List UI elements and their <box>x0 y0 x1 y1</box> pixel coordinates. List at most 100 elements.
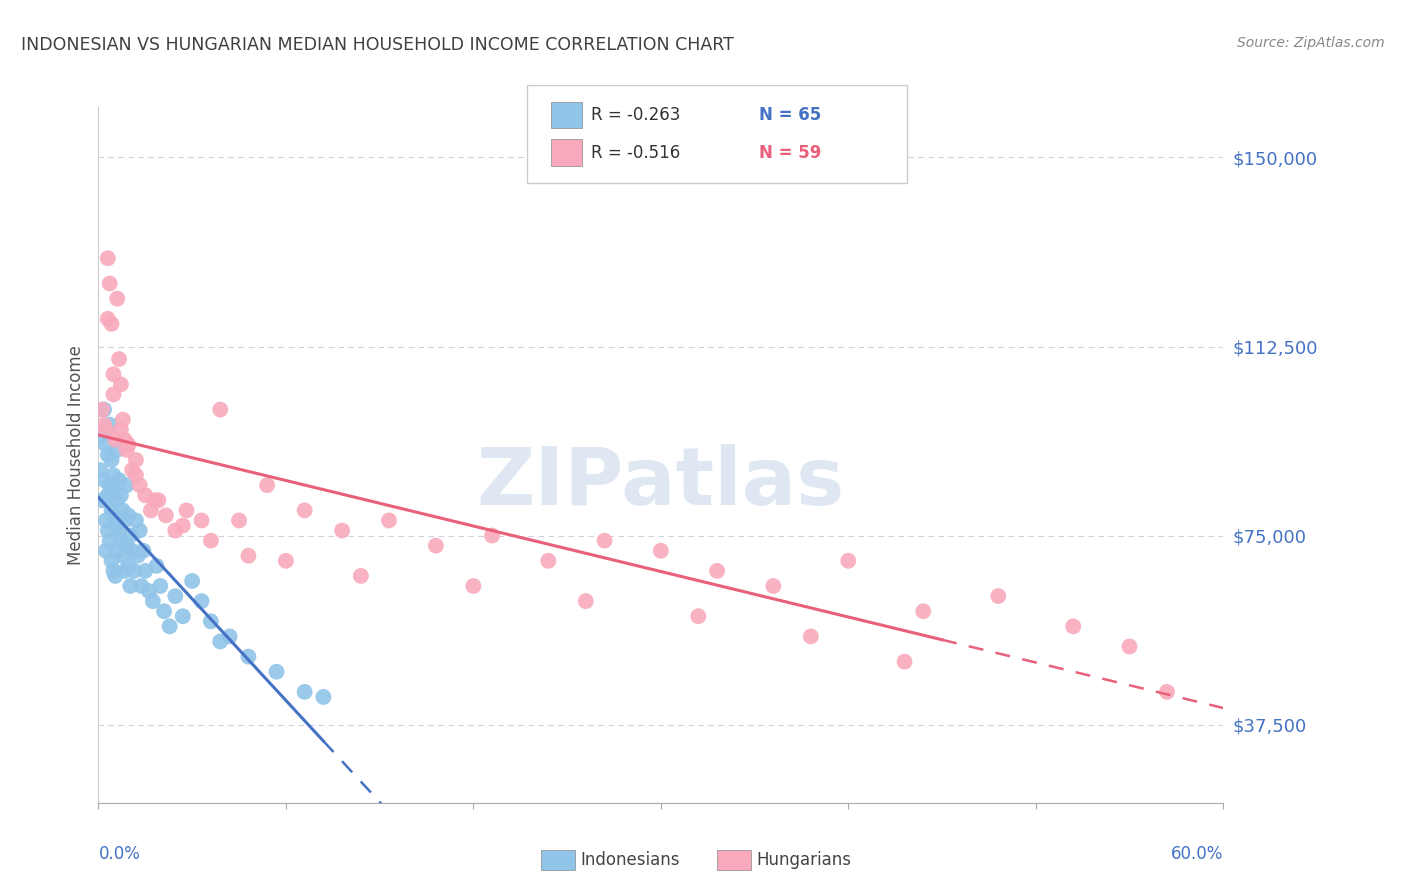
Point <box>104 518 127 533</box>
Point <box>111 412 134 426</box>
Point <box>98 417 121 432</box>
Point <box>350 569 373 583</box>
Point <box>172 518 194 533</box>
Point <box>120 579 142 593</box>
Point <box>110 377 132 392</box>
Text: N = 59: N = 59 <box>759 144 821 161</box>
Point <box>912 604 935 618</box>
Point <box>103 468 125 483</box>
Point <box>97 524 120 538</box>
Point <box>266 665 288 679</box>
Point <box>537 554 560 568</box>
Point <box>650 543 672 558</box>
Point <box>1062 619 1084 633</box>
Point <box>108 524 131 538</box>
Point <box>172 609 194 624</box>
Point <box>155 508 177 523</box>
Point <box>114 564 136 578</box>
Point <box>108 352 131 367</box>
Point <box>274 554 297 568</box>
Point <box>294 685 316 699</box>
Point <box>893 655 915 669</box>
Point <box>105 292 128 306</box>
Point <box>425 539 447 553</box>
Point <box>100 554 122 568</box>
Point <box>134 488 156 502</box>
Point <box>94 423 117 437</box>
Point <box>238 549 260 563</box>
Point <box>378 513 401 527</box>
Point <box>93 402 115 417</box>
Point <box>209 634 232 648</box>
Point <box>100 453 122 467</box>
Point <box>111 549 134 563</box>
Point <box>159 619 181 633</box>
Point <box>132 543 155 558</box>
Point <box>1118 640 1140 654</box>
Point <box>148 493 170 508</box>
Point <box>218 629 240 643</box>
Point <box>149 579 172 593</box>
Point <box>312 690 335 704</box>
Point <box>128 478 150 492</box>
Point <box>190 513 212 527</box>
Point <box>200 615 222 629</box>
Point <box>98 277 121 291</box>
Point <box>128 524 150 538</box>
Point <box>837 554 859 568</box>
Point <box>117 438 139 452</box>
Text: Source: ZipAtlas.com: Source: ZipAtlas.com <box>1237 36 1385 50</box>
Point <box>463 579 485 593</box>
Point <box>97 252 120 266</box>
Point <box>575 594 598 608</box>
Point <box>110 488 132 502</box>
Point <box>103 564 125 578</box>
Point <box>200 533 222 548</box>
Text: 0.0%: 0.0% <box>98 845 141 863</box>
Point <box>125 513 148 527</box>
Point <box>165 524 187 538</box>
Point <box>294 503 316 517</box>
Point <box>209 402 232 417</box>
Point <box>103 508 125 523</box>
Point <box>145 558 167 573</box>
Point <box>100 317 122 331</box>
Point <box>121 543 143 558</box>
Point <box>111 503 134 517</box>
Point <box>800 629 823 643</box>
Point <box>94 543 117 558</box>
Point <box>142 594 165 608</box>
Point <box>105 543 128 558</box>
Point <box>122 564 145 578</box>
Point <box>138 584 160 599</box>
Point <box>238 649 260 664</box>
Point <box>93 473 115 487</box>
Text: R = -0.516: R = -0.516 <box>591 144 679 161</box>
Point <box>330 524 353 538</box>
Text: INDONESIAN VS HUNGARIAN MEDIAN HOUSEHOLD INCOME CORRELATION CHART: INDONESIAN VS HUNGARIAN MEDIAN HOUSEHOLD… <box>21 36 734 54</box>
Point <box>181 574 204 588</box>
Point <box>94 513 117 527</box>
Point <box>121 463 143 477</box>
Point <box>117 508 139 523</box>
Point <box>108 473 131 487</box>
Point <box>100 503 122 517</box>
Point <box>98 478 121 492</box>
Point <box>134 564 156 578</box>
Text: R = -0.263: R = -0.263 <box>591 106 681 124</box>
Point <box>110 423 132 437</box>
Point <box>103 368 125 382</box>
Point <box>93 417 115 432</box>
Point <box>94 438 117 452</box>
Y-axis label: Median Household Income: Median Household Income <box>66 345 84 565</box>
Point <box>762 579 785 593</box>
Point <box>110 533 132 548</box>
Text: Indonesians: Indonesians <box>581 851 681 869</box>
Point <box>104 569 127 583</box>
Point <box>115 539 138 553</box>
Point <box>105 442 128 457</box>
Point <box>120 528 142 542</box>
Point <box>114 513 136 527</box>
Point <box>131 579 153 593</box>
Point <box>104 483 127 498</box>
